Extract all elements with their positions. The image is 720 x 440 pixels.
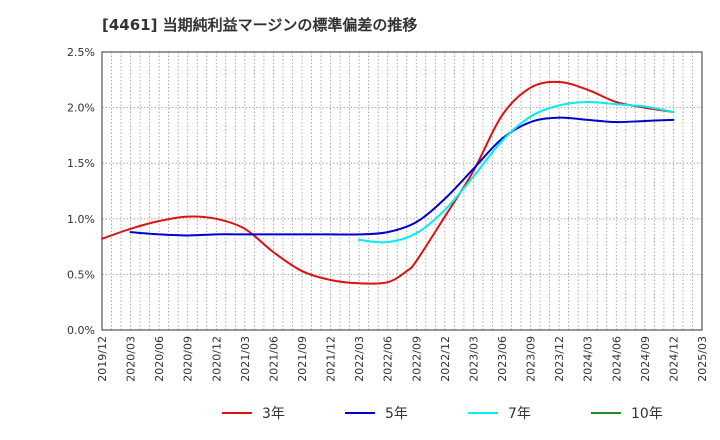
x-tick-label: 2022/03: [353, 336, 366, 382]
plot-area: [102, 52, 702, 330]
x-tick-label: 2019/12: [96, 336, 109, 382]
legend-label: 3年: [262, 406, 285, 422]
x-tick-label: 2021/09: [296, 336, 309, 382]
x-tick-label: 2024/12: [667, 336, 680, 382]
x-tick-label: 2022/06: [382, 336, 395, 382]
x-tick-label: 2023/03: [467, 336, 480, 382]
series-lines: [101, 80, 675, 285]
x-tick-label: 2023/09: [525, 336, 538, 382]
legend-label: 10年: [631, 406, 663, 422]
x-tick-label: 2021/12: [325, 336, 338, 382]
legend: 3年 5年 7年 10年: [222, 406, 663, 422]
x-tick-label: 2024/03: [582, 336, 595, 382]
x-tick-label: 2024/06: [610, 336, 623, 382]
y-tick-label: 0.0%: [67, 324, 95, 337]
series-line-1: [101, 80, 675, 285]
plot-frame: [101, 51, 703, 331]
x-tick-label: 2021/03: [239, 336, 252, 382]
y-tick-label: 1.0%: [67, 213, 95, 226]
series-line-3: [358, 101, 675, 244]
x-tick-label: 2024/09: [639, 336, 652, 382]
legend-label: 5年: [385, 406, 408, 422]
y-tick-label: 0.5%: [67, 268, 95, 281]
x-tick-label: 2020/09: [182, 336, 195, 382]
chart-title: [4461] 当期純利益マージンの標準偏差の推移: [102, 16, 418, 34]
x-tick-label: 2023/12: [553, 336, 566, 382]
x-tick-label: 2021/06: [267, 336, 280, 382]
x-tick-label: 2023/06: [496, 336, 509, 382]
y-tick-label: 2.5%: [67, 46, 95, 59]
x-tick-label: 2020/06: [153, 336, 166, 382]
x-tick-label: 2025/03: [696, 336, 709, 382]
x-tick-label: 2022/12: [439, 336, 452, 382]
x-tick-label: 2022/09: [410, 336, 423, 382]
series-line-2: [129, 116, 675, 237]
y-tick-label: 2.0%: [67, 102, 95, 115]
x-tick-label: 2020/03: [125, 336, 138, 382]
legend-label: 7年: [508, 406, 531, 422]
grid: [102, 52, 702, 330]
x-tick-label: 2020/12: [210, 336, 223, 382]
y-tick-label: 1.5%: [67, 157, 95, 170]
axes: 0.0% 0.5% 1.0% 1.5% 2.0% 2.5% 2019/12 2020/03 20…: [67, 46, 709, 382]
